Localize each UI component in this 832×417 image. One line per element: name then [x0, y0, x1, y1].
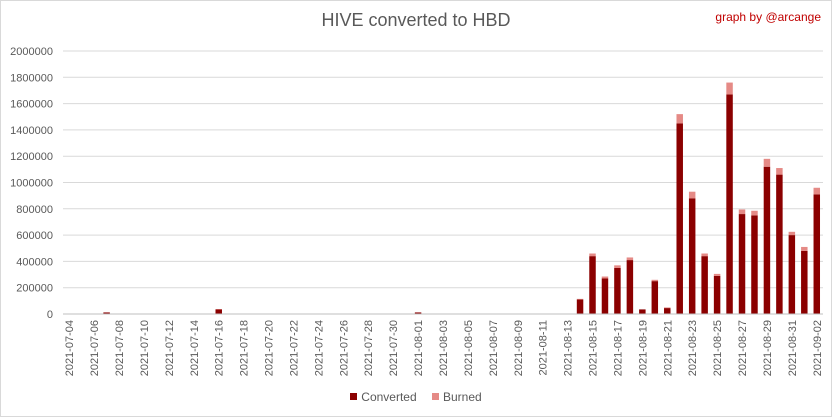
y-tick-label: 1000000 [10, 178, 53, 190]
bar-burned [676, 114, 683, 124]
bar-converted [414, 312, 422, 314]
x-tick-label: 2021-07-06 [89, 320, 101, 376]
x-tick-label: 2021-08-09 [513, 320, 525, 376]
bar-converted [103, 312, 110, 314]
legend: Converted Burned [1, 390, 831, 404]
y-tick-label: 1800000 [10, 72, 53, 84]
y-tick-label: 1400000 [10, 125, 53, 137]
bar-converted [788, 235, 796, 314]
bar-converted [651, 281, 659, 314]
x-tick-label: 2021-07-22 [288, 320, 300, 376]
x-tick-label: 2021-08-01 [413, 320, 425, 376]
x-tick-label: 2021-08-15 [588, 320, 600, 376]
chart-title: HIVE converted to HBD [321, 10, 511, 30]
bar-burned [813, 187, 821, 195]
bar-converted [763, 166, 771, 314]
bar-burned [788, 231, 796, 236]
bar-converted [738, 214, 746, 314]
x-tick-label: 2021-08-17 [612, 320, 624, 376]
y-axis-ticks: 0 200000 400000 600000 800000 1000000 1200000 1… [10, 46, 53, 321]
bar-converted [726, 94, 733, 315]
x-tick-label: 2021-09-02 [812, 320, 824, 376]
bar-converted [589, 256, 596, 314]
bar-burned [801, 246, 808, 251]
x-tick-label: 2021-07-28 [363, 320, 375, 376]
y-tick-label: 800000 [16, 204, 53, 216]
x-tick-label: 2021-08-27 [737, 320, 749, 376]
legend-label-burned: Burned [443, 390, 482, 404]
bar-burned [601, 276, 609, 279]
x-tick-label: 2021-07-14 [189, 320, 201, 376]
bar-burned [738, 209, 746, 215]
bar-converted [713, 275, 721, 314]
bar-converted [751, 215, 758, 314]
x-tick-label: 2021-08-07 [488, 320, 500, 376]
bar-converted [776, 174, 783, 314]
bar-converted [576, 299, 584, 314]
bar-burned [576, 298, 584, 300]
x-tick-label: 2021-07-12 [164, 320, 176, 376]
gridlines [63, 50, 823, 289]
legend-swatch-converted [350, 393, 358, 400]
bar-burned [626, 257, 634, 261]
x-tick-label: 2021-08-03 [438, 320, 450, 376]
bar-burned [763, 158, 771, 167]
bar-converted [601, 278, 609, 314]
x-tick-label: 2021-08-23 [687, 320, 699, 376]
bar-burned [776, 168, 783, 175]
bar-converted [614, 267, 621, 314]
bar-converted [688, 198, 696, 314]
x-tick-label: 2021-07-30 [388, 320, 400, 376]
y-tick-label: 2000000 [10, 46, 53, 58]
bar-converted [801, 250, 808, 314]
bar-converted [626, 260, 634, 314]
x-tick-label: 2021-08-25 [712, 320, 724, 376]
plot-area: 0 200000 400000 600000 800000 1000000 1200000 1… [10, 46, 824, 376]
x-tick-label: 2021-08-31 [787, 320, 799, 376]
x-tick-label: 2021-08-13 [563, 320, 575, 376]
x-axis-ticks: 2021-07-04 2021-07-06 2021-07-08 2021-07-10… [64, 320, 824, 376]
bar-burned [651, 279, 659, 282]
x-tick-label: 2021-07-08 [114, 320, 126, 376]
x-tick-label: 2021-07-10 [139, 320, 151, 376]
y-tick-label: 200000 [16, 283, 53, 295]
bar-burned [664, 307, 671, 309]
x-tick-label: 2021-08-05 [463, 320, 475, 376]
legend-swatch-burned [432, 393, 439, 400]
y-tick-label: 400000 [16, 256, 53, 268]
x-tick-label: 2021-07-16 [214, 320, 226, 376]
bar-converted [664, 308, 671, 314]
bar-converted [813, 194, 821, 314]
bar-converted [701, 256, 708, 314]
legend-label-converted: Converted [361, 390, 417, 404]
bar-converted [639, 309, 646, 314]
y-tick-label: 1200000 [10, 151, 53, 163]
x-tick-label: 2021-07-24 [313, 320, 325, 376]
x-tick-label: 2021-08-29 [762, 320, 774, 376]
bar-burned [688, 191, 696, 199]
x-tick-label: 2021-07-26 [338, 320, 350, 376]
y-tick-label: 1600000 [10, 99, 53, 111]
legend-item-burned: Burned [432, 390, 482, 404]
bars [65, 82, 821, 315]
bar-burned [589, 253, 596, 257]
x-tick-label: 2021-07-20 [264, 320, 276, 376]
y-tick-label: 0 [47, 309, 53, 321]
bar-burned [713, 273, 721, 276]
x-tick-label: 2021-07-04 [64, 320, 76, 376]
bar-converted [215, 309, 222, 314]
credit-label: graph by @arcange [715, 10, 821, 24]
bar-burned [726, 82, 733, 95]
y-tick-label: 600000 [16, 230, 53, 242]
legend-item-converted: Converted [350, 390, 417, 404]
x-tick-label: 2021-07-18 [239, 320, 251, 376]
bar-burned [701, 253, 708, 257]
bar-burned [751, 210, 758, 216]
x-tick-label: 2021-08-21 [662, 320, 674, 376]
bar-burned [614, 265, 621, 268]
bar-converted [676, 123, 683, 314]
x-tick-label: 2021-08-11 [538, 320, 550, 375]
x-tick-label: 2021-08-19 [637, 320, 649, 376]
